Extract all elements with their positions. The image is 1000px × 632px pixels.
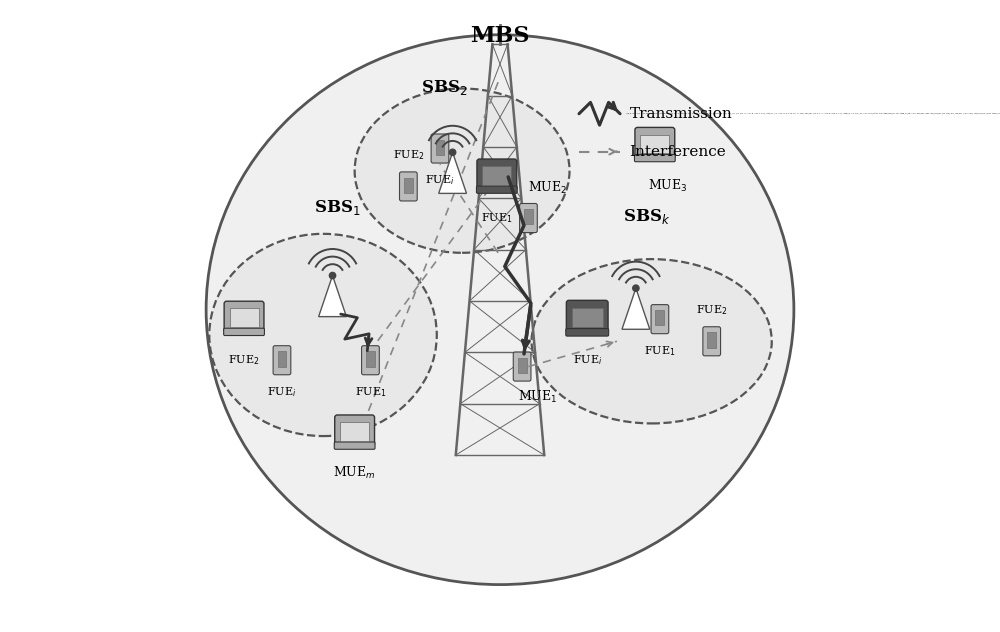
FancyBboxPatch shape xyxy=(224,301,264,333)
FancyBboxPatch shape xyxy=(655,310,664,325)
FancyBboxPatch shape xyxy=(273,346,291,375)
FancyBboxPatch shape xyxy=(513,352,531,381)
FancyBboxPatch shape xyxy=(476,186,517,193)
FancyBboxPatch shape xyxy=(651,305,669,334)
FancyBboxPatch shape xyxy=(334,442,375,449)
FancyBboxPatch shape xyxy=(635,128,675,159)
Circle shape xyxy=(329,272,336,279)
FancyBboxPatch shape xyxy=(520,204,537,233)
FancyBboxPatch shape xyxy=(634,154,675,162)
Circle shape xyxy=(633,285,639,291)
Text: FUE$_1$: FUE$_1$ xyxy=(481,211,513,225)
Polygon shape xyxy=(439,152,467,193)
Text: MUE$_m$: MUE$_m$ xyxy=(333,465,376,481)
FancyBboxPatch shape xyxy=(524,209,533,224)
Text: FUE$_2$: FUE$_2$ xyxy=(228,353,260,367)
Text: Interference: Interference xyxy=(630,145,726,159)
FancyBboxPatch shape xyxy=(482,166,511,185)
FancyBboxPatch shape xyxy=(436,140,444,155)
Text: SBS$_1$: SBS$_1$ xyxy=(314,198,360,217)
Text: MUE$_1$: MUE$_1$ xyxy=(518,389,558,405)
FancyBboxPatch shape xyxy=(230,308,259,327)
Ellipse shape xyxy=(355,88,570,253)
Text: MBS: MBS xyxy=(470,25,530,47)
FancyBboxPatch shape xyxy=(566,300,608,333)
Polygon shape xyxy=(319,276,346,317)
FancyBboxPatch shape xyxy=(431,134,449,163)
FancyBboxPatch shape xyxy=(400,172,417,201)
Text: Transmission: Transmission xyxy=(630,107,732,121)
Ellipse shape xyxy=(532,259,772,423)
Ellipse shape xyxy=(209,234,437,436)
FancyBboxPatch shape xyxy=(707,332,716,348)
Text: MUE$_3$: MUE$_3$ xyxy=(648,178,687,193)
Text: SBS$_k$: SBS$_k$ xyxy=(623,207,671,226)
FancyBboxPatch shape xyxy=(278,351,286,367)
FancyBboxPatch shape xyxy=(362,346,379,375)
FancyBboxPatch shape xyxy=(566,329,609,336)
Text: FUE$_1$: FUE$_1$ xyxy=(644,344,676,358)
FancyBboxPatch shape xyxy=(477,159,517,191)
Polygon shape xyxy=(622,288,650,329)
FancyBboxPatch shape xyxy=(404,178,413,193)
Text: MUE$_2$: MUE$_2$ xyxy=(528,179,567,195)
FancyBboxPatch shape xyxy=(340,422,369,441)
Text: {'fig_w': 10.0, 'fig_h': 6.32, 'bg_color': '#ffffff', 'outer_ellipse': {'cx': 0.: {'fig_w': 10.0, 'fig_h': 6.32, 'bg_color… xyxy=(626,112,1000,114)
FancyBboxPatch shape xyxy=(572,308,603,327)
FancyBboxPatch shape xyxy=(224,328,264,336)
FancyBboxPatch shape xyxy=(640,135,669,153)
Text: FUE$_2$: FUE$_2$ xyxy=(696,303,727,317)
Text: SBS$_2$: SBS$_2$ xyxy=(421,78,467,97)
FancyBboxPatch shape xyxy=(366,351,375,367)
Circle shape xyxy=(449,149,456,155)
Text: FUE$_i$: FUE$_i$ xyxy=(573,353,602,367)
FancyBboxPatch shape xyxy=(703,327,721,356)
Text: FUE$_i$: FUE$_i$ xyxy=(267,385,297,399)
FancyBboxPatch shape xyxy=(335,415,375,447)
Text: FUE$_i$: FUE$_i$ xyxy=(425,173,455,187)
Text: FUE$_2$: FUE$_2$ xyxy=(393,148,424,162)
FancyBboxPatch shape xyxy=(518,358,527,373)
Text: FUE$_1$: FUE$_1$ xyxy=(355,385,386,399)
Ellipse shape xyxy=(206,35,794,585)
